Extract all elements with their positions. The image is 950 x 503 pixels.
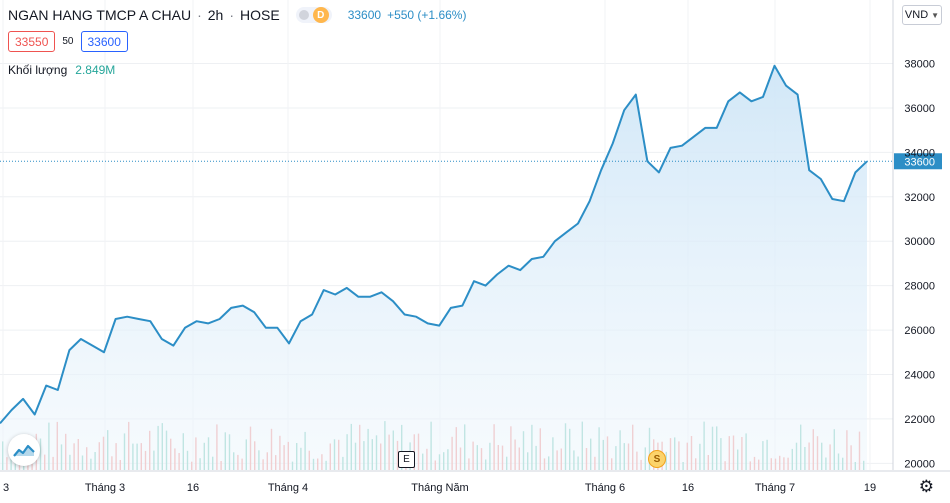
- y-tick-label: 34000: [904, 147, 935, 159]
- split-event-marker[interactable]: S: [648, 450, 666, 468]
- y-tick-label: 38000: [904, 59, 935, 71]
- market-status-icon: [298, 10, 309, 20]
- x-tick-label: Tháng 3: [85, 482, 125, 494]
- y-tick-label: 24000: [904, 369, 935, 381]
- x-tick-label: 16: [187, 482, 199, 494]
- x-tick-label: 19: [864, 482, 876, 494]
- data-status-pill[interactable]: D: [295, 7, 332, 23]
- x-tick-label: 3: [3, 482, 9, 494]
- symbol-title: NGAN HANG TMCP A CHAU: [8, 7, 192, 23]
- price-area: [0, 64, 868, 471]
- gear-icon[interactable]: ⚙: [918, 477, 934, 496]
- x-tick-label: Tháng Năm: [411, 482, 468, 494]
- last-price-line: 33600: [0, 153, 942, 170]
- currency-label: VND: [904, 9, 929, 21]
- y-tick-label: 28000: [904, 281, 935, 293]
- price-axis: 20000 22000 24000 26000 28000 30000 32000 34000…: [892, 0, 935, 470]
- chevron-down-icon: ▼: [931, 10, 940, 20]
- quote-buttons: 33550 50 33600: [8, 31, 128, 52]
- x-tick-label: Tháng 4: [268, 482, 308, 494]
- separator-dot: ·: [229, 7, 234, 23]
- volume-value: 2.849M: [75, 63, 116, 77]
- y-tick-label: 32000: [904, 192, 935, 204]
- volume-label: Khối lượng: [8, 63, 68, 77]
- last-price: 33600: [347, 8, 382, 22]
- price-area-fill: [0, 65, 867, 471]
- last-price-label: 33600: [904, 156, 935, 168]
- delayed-data-badge: D: [312, 7, 329, 23]
- x-tick-label: Tháng 6: [585, 482, 625, 494]
- symbol-header: NGAN HANG TMCP A CHAU · 2h · HOSE D 3360…: [8, 4, 466, 26]
- sell-button[interactable]: 33550: [8, 31, 56, 52]
- y-tick-label: 26000: [904, 325, 935, 337]
- x-tick-label: 16: [682, 482, 694, 494]
- earnings-event-marker[interactable]: E: [398, 451, 415, 468]
- separator-dot: ·: [197, 7, 202, 23]
- buy-button[interactable]: 33600: [80, 31, 128, 52]
- y-tick-label: 20000: [904, 458, 935, 470]
- time-axis: 3 Tháng 3 16 Tháng 4 Tháng Năm Tháng 6 16 Tháng…: [0, 470, 950, 494]
- x-tick-label: Tháng 7: [755, 482, 795, 494]
- interval-label[interactable]: 2h: [207, 7, 224, 23]
- y-tick-label: 30000: [904, 236, 935, 248]
- exchange-label: HOSE: [240, 7, 280, 23]
- spread-value: 50: [62, 36, 74, 47]
- last-price-label-bg: [894, 153, 942, 170]
- price-change: +550 (+1.66%): [387, 8, 467, 22]
- y-tick-label: 36000: [904, 103, 935, 115]
- cloud-chart-icon: [13, 444, 35, 457]
- tradingview-logo[interactable]: [8, 434, 40, 466]
- y-tick-label: 22000: [904, 414, 935, 426]
- currency-selector[interactable]: VND ▼: [902, 5, 942, 25]
- volume-legend[interactable]: Khối lượng 2.849M: [8, 63, 115, 77]
- price-line: [0, 64, 868, 425]
